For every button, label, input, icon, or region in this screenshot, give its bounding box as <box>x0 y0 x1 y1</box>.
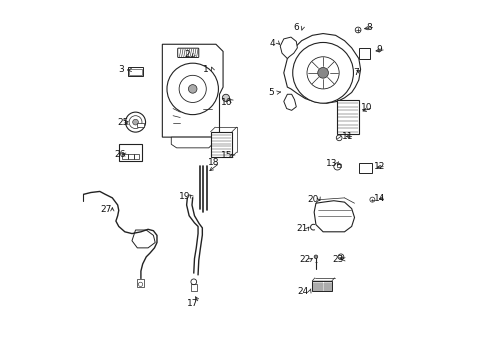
Polygon shape <box>132 230 155 248</box>
Text: 1: 1 <box>203 66 209 75</box>
Bar <box>119 144 142 161</box>
Bar <box>134 154 139 158</box>
Bar <box>128 154 134 158</box>
Circle shape <box>129 116 142 129</box>
Circle shape <box>337 254 343 260</box>
Circle shape <box>222 94 229 102</box>
Bar <box>137 123 144 127</box>
Bar <box>312 281 331 292</box>
Text: 2: 2 <box>184 50 190 59</box>
Circle shape <box>166 63 218 114</box>
Text: 11: 11 <box>342 132 353 141</box>
Text: 21: 21 <box>295 224 307 233</box>
Text: 18: 18 <box>207 158 219 167</box>
Text: 16: 16 <box>221 98 232 107</box>
Circle shape <box>188 85 197 93</box>
Text: 22: 22 <box>298 255 309 264</box>
Circle shape <box>354 27 360 33</box>
Bar <box>210 132 231 157</box>
Polygon shape <box>280 37 297 59</box>
Circle shape <box>336 135 341 141</box>
Circle shape <box>125 112 145 132</box>
Bar <box>137 279 143 287</box>
Polygon shape <box>313 201 354 232</box>
Text: 9: 9 <box>376 45 382 54</box>
Text: 15: 15 <box>221 151 232 160</box>
Circle shape <box>190 279 196 285</box>
Text: 27: 27 <box>100 205 111 214</box>
Text: 10: 10 <box>360 103 372 112</box>
Text: 19: 19 <box>179 192 190 201</box>
Circle shape <box>306 57 339 89</box>
Circle shape <box>369 197 374 202</box>
Circle shape <box>138 282 142 287</box>
Circle shape <box>179 75 206 103</box>
Bar <box>190 284 197 291</box>
Text: 3: 3 <box>118 66 124 75</box>
Bar <box>122 154 127 158</box>
Text: 8: 8 <box>365 23 371 32</box>
Text: 25: 25 <box>117 118 128 127</box>
Circle shape <box>317 67 328 78</box>
Text: 17: 17 <box>186 299 198 308</box>
Text: 20: 20 <box>307 195 318 204</box>
Text: 5: 5 <box>268 88 274 97</box>
Bar <box>129 68 142 75</box>
FancyBboxPatch shape <box>177 48 198 58</box>
Polygon shape <box>171 137 212 148</box>
Circle shape <box>132 119 138 125</box>
Text: 6: 6 <box>293 23 299 32</box>
Circle shape <box>313 255 317 258</box>
Text: 12: 12 <box>373 162 385 171</box>
Polygon shape <box>283 94 296 111</box>
Bar <box>128 67 142 76</box>
Text: 24: 24 <box>297 287 308 296</box>
Bar <box>358 163 372 173</box>
Text: 14: 14 <box>373 194 385 203</box>
Text: 23: 23 <box>332 255 343 264</box>
Text: 13: 13 <box>325 159 337 168</box>
Circle shape <box>292 42 353 103</box>
Text: 7: 7 <box>352 68 358 77</box>
Circle shape <box>333 163 340 170</box>
Polygon shape <box>162 44 223 137</box>
Text: 26: 26 <box>114 150 125 159</box>
Bar <box>336 164 340 167</box>
Bar <box>337 100 358 134</box>
Text: 4: 4 <box>269 39 275 48</box>
Polygon shape <box>283 33 360 103</box>
Bar <box>358 48 369 59</box>
